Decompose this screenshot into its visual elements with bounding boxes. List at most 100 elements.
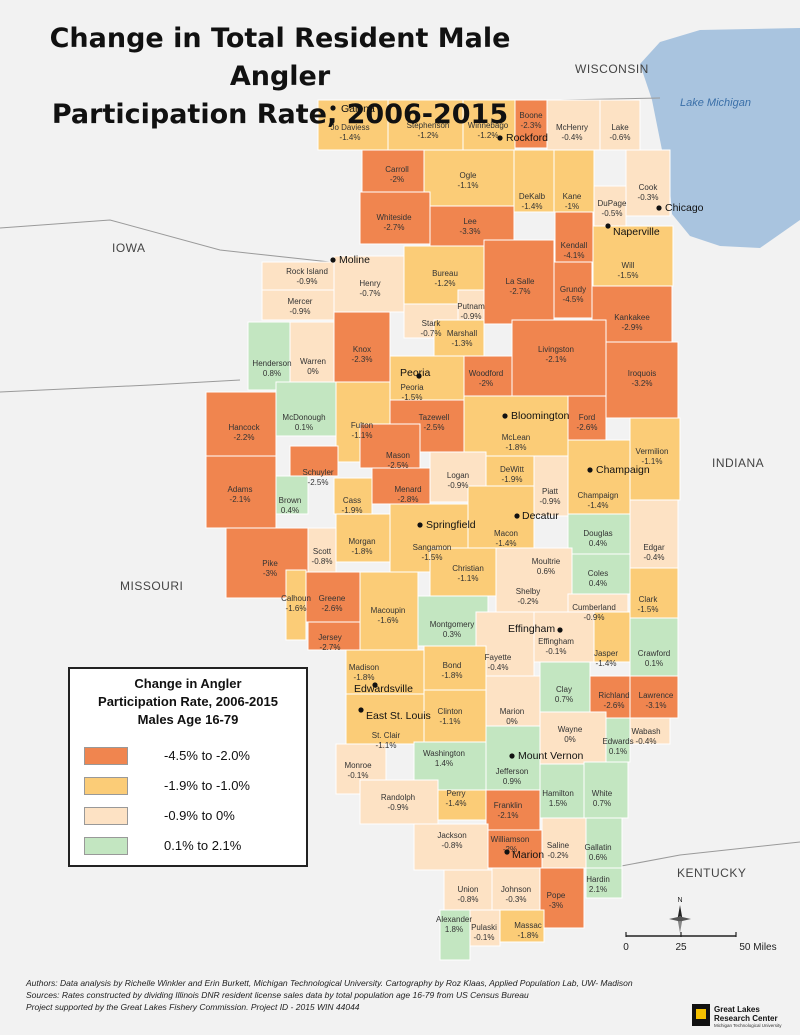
county-name-label: Macoupin	[371, 606, 406, 615]
county-name-label: Edwards	[602, 737, 633, 746]
county-name-label: Massac	[514, 921, 542, 930]
county-value-label: -1.2%	[478, 131, 499, 140]
city-label-edwardsville: Edwardsville	[354, 683, 413, 695]
county-value-label: -2.5%	[388, 461, 409, 470]
county-value-label: -4.5%	[563, 295, 584, 304]
counties-layer: Jo Daviess-1.4%Stephenson-1.2%Winnebago-…	[205, 99, 681, 961]
county-value-label: 0.3%	[443, 630, 461, 639]
county-value-label: 1.8%	[445, 925, 463, 934]
county-clark	[629, 567, 679, 619]
county-clay	[539, 661, 591, 713]
city-label-bloomington: Bloomington	[511, 410, 570, 422]
scale-bar: 0 25 50 Miles	[623, 932, 777, 953]
county-iroquois	[605, 341, 679, 419]
county-name-label: McDonough	[282, 413, 325, 422]
county-name-label: Vermilion	[636, 447, 669, 456]
county-value-label: 2.1%	[589, 885, 607, 894]
county-value-label: -0.9%	[297, 277, 318, 286]
county-name-label: Cook	[639, 183, 659, 192]
map-title-line2: Participation Rate, 2006-2015	[51, 99, 509, 130]
county-value-label: -0.9%	[290, 307, 311, 316]
county-wayne	[539, 711, 607, 765]
county-value-label: -3.1%	[646, 701, 667, 710]
county-richland	[589, 675, 631, 719]
legend-swatch	[84, 807, 128, 825]
county-pulaski	[469, 909, 501, 947]
county-name-label: Pike	[262, 559, 278, 568]
county-name-label: Clinton	[438, 707, 463, 716]
county-name-label: Will	[622, 261, 635, 270]
county-value-label: -2.7%	[320, 643, 341, 652]
logo-line1: Great Lakes	[714, 1005, 760, 1014]
county-name-label: Richland	[598, 691, 629, 700]
city-dot-chicago	[656, 205, 662, 211]
legend-swatch	[84, 747, 128, 765]
county-dupage	[593, 185, 627, 227]
city-label-effingham: Effingham	[508, 623, 555, 635]
county-name-label: Pulaski	[471, 923, 497, 932]
county-value-label: 0.7%	[555, 695, 573, 704]
county-mcdonough	[275, 381, 337, 437]
county-name-label: Coles	[588, 569, 608, 578]
county-name-label: Jo Daviess	[330, 123, 369, 132]
county-value-label: -0.4%	[644, 553, 665, 562]
county-value-label: 0.4%	[589, 579, 607, 588]
county-value-label: -0.4%	[562, 133, 583, 142]
county-value-label: 0.9%	[503, 777, 521, 786]
city-label-springfield: Springfield	[426, 519, 476, 531]
city-label-marion: Marion	[512, 849, 544, 861]
county-jersey	[307, 621, 361, 651]
county-st-clair	[345, 693, 425, 745]
county-name-label: Scott	[313, 547, 332, 556]
city-dot-marion	[504, 849, 510, 855]
county-edgar	[629, 499, 679, 569]
city-label-mount-vernon: Mount Vernon	[518, 750, 584, 762]
legend-swatch	[84, 837, 128, 855]
county-name-label: Cumberland	[572, 603, 616, 612]
county-value-label: -1.5%	[638, 605, 659, 614]
county-value-label: -1.1%	[376, 741, 397, 750]
county-value-label: -0.5%	[602, 209, 623, 218]
county-livingston	[511, 319, 607, 397]
city-dot-champaign	[587, 467, 593, 473]
county-jasper	[593, 611, 631, 663]
county-value-label: -2.5%	[424, 423, 445, 432]
state-label-kentucky: KENTUCKY	[677, 866, 747, 880]
county-johnson	[491, 867, 541, 911]
county-value-label: -1.1%	[352, 431, 373, 440]
great-lakes-logo: Great Lakes Research Center Michigan Tec…	[692, 1004, 792, 1030]
county-name-label: Ford	[579, 413, 595, 422]
legend-label: -4.5% to -2.0%	[164, 748, 250, 763]
city-dot-moline	[330, 257, 336, 263]
county-value-label: -0.3%	[506, 895, 527, 904]
county-clinton	[423, 689, 487, 743]
county-name-label: Macon	[494, 529, 518, 538]
county-name-label: Kane	[563, 192, 582, 201]
county-franklin	[485, 789, 541, 831]
city-dot-naperville	[605, 223, 611, 229]
county-name-label: Tazewell	[419, 413, 450, 422]
county-edwards	[605, 717, 631, 763]
county-name-label: St. Clair	[372, 731, 401, 740]
county-name-label: Menard	[394, 485, 421, 494]
county-name-label: White	[592, 789, 613, 798]
scale-bar-label: 50 Miles	[739, 942, 776, 953]
county-value-label: -0.9%	[540, 497, 561, 506]
north-arrow-shape	[669, 916, 691, 922]
state-boundary-ia	[0, 219, 331, 263]
county-name-label: Carroll	[385, 165, 409, 174]
county-name-label: Lawrence	[639, 691, 674, 700]
county-name-label: Henderson	[252, 359, 291, 368]
county-value-label: -1.2%	[418, 131, 439, 140]
county-name-label: Williamson	[491, 835, 530, 844]
county-name-label: Jackson	[437, 831, 466, 840]
county-dekalb	[513, 149, 555, 213]
county-value-label: -2.1%	[546, 355, 567, 364]
county-kane	[553, 149, 595, 213]
county-name-label: Henry	[359, 279, 380, 288]
county-macon	[467, 485, 535, 549]
county-value-label: -0.3%	[638, 193, 659, 202]
county-value-label: -3.3%	[460, 227, 481, 236]
county-morgan	[335, 513, 391, 563]
city-label-chicago: Chicago	[665, 202, 704, 214]
